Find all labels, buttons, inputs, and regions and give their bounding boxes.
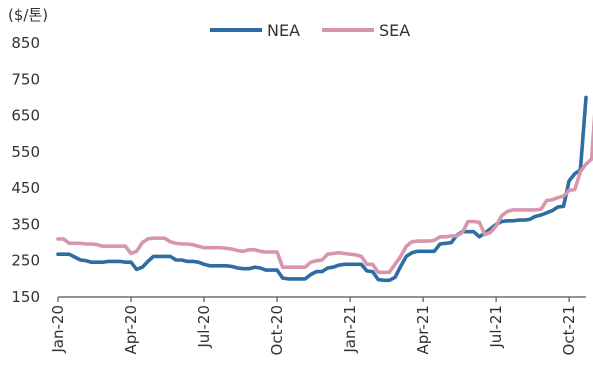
x-tick-label: Jul-20	[195, 305, 213, 349]
y-tick-label: 150	[11, 288, 40, 306]
legend: NEA SEA	[210, 21, 410, 40]
x-tick-label: Oct-20	[268, 305, 286, 355]
y-tick-label: 850	[11, 34, 40, 52]
y-tick-label: 750	[11, 70, 40, 88]
series-line-sea	[56, 113, 593, 275]
series-lines	[56, 95, 593, 283]
y-axis-ticks: 150 250 350 450 550 650 750 850	[11, 34, 40, 306]
x-tick-label: Apr-20	[122, 305, 140, 355]
y-tick-label: 450	[11, 179, 40, 197]
y-tick-label: 650	[11, 107, 40, 125]
unit-label: ($/톤)	[8, 6, 48, 24]
x-axis: Jan-20 Apr-20 Jul-20 Oct-20 Jan-21 Apr-21 Jul-…	[49, 296, 586, 355]
x-tick-label: Jul-21	[487, 305, 505, 349]
x-tick-label: Oct-21	[560, 305, 578, 355]
y-tick-label: 350	[11, 215, 40, 233]
legend-label-nea: NEA	[267, 21, 300, 40]
y-tick-label: 550	[11, 143, 40, 161]
x-tick-label: Jan-20	[49, 305, 67, 354]
x-tick-label: Jan-21	[341, 305, 359, 354]
y-tick-label: 250	[11, 252, 40, 270]
x-tick-label: Apr-21	[414, 305, 432, 355]
legend-label-sea: SEA	[379, 21, 410, 40]
